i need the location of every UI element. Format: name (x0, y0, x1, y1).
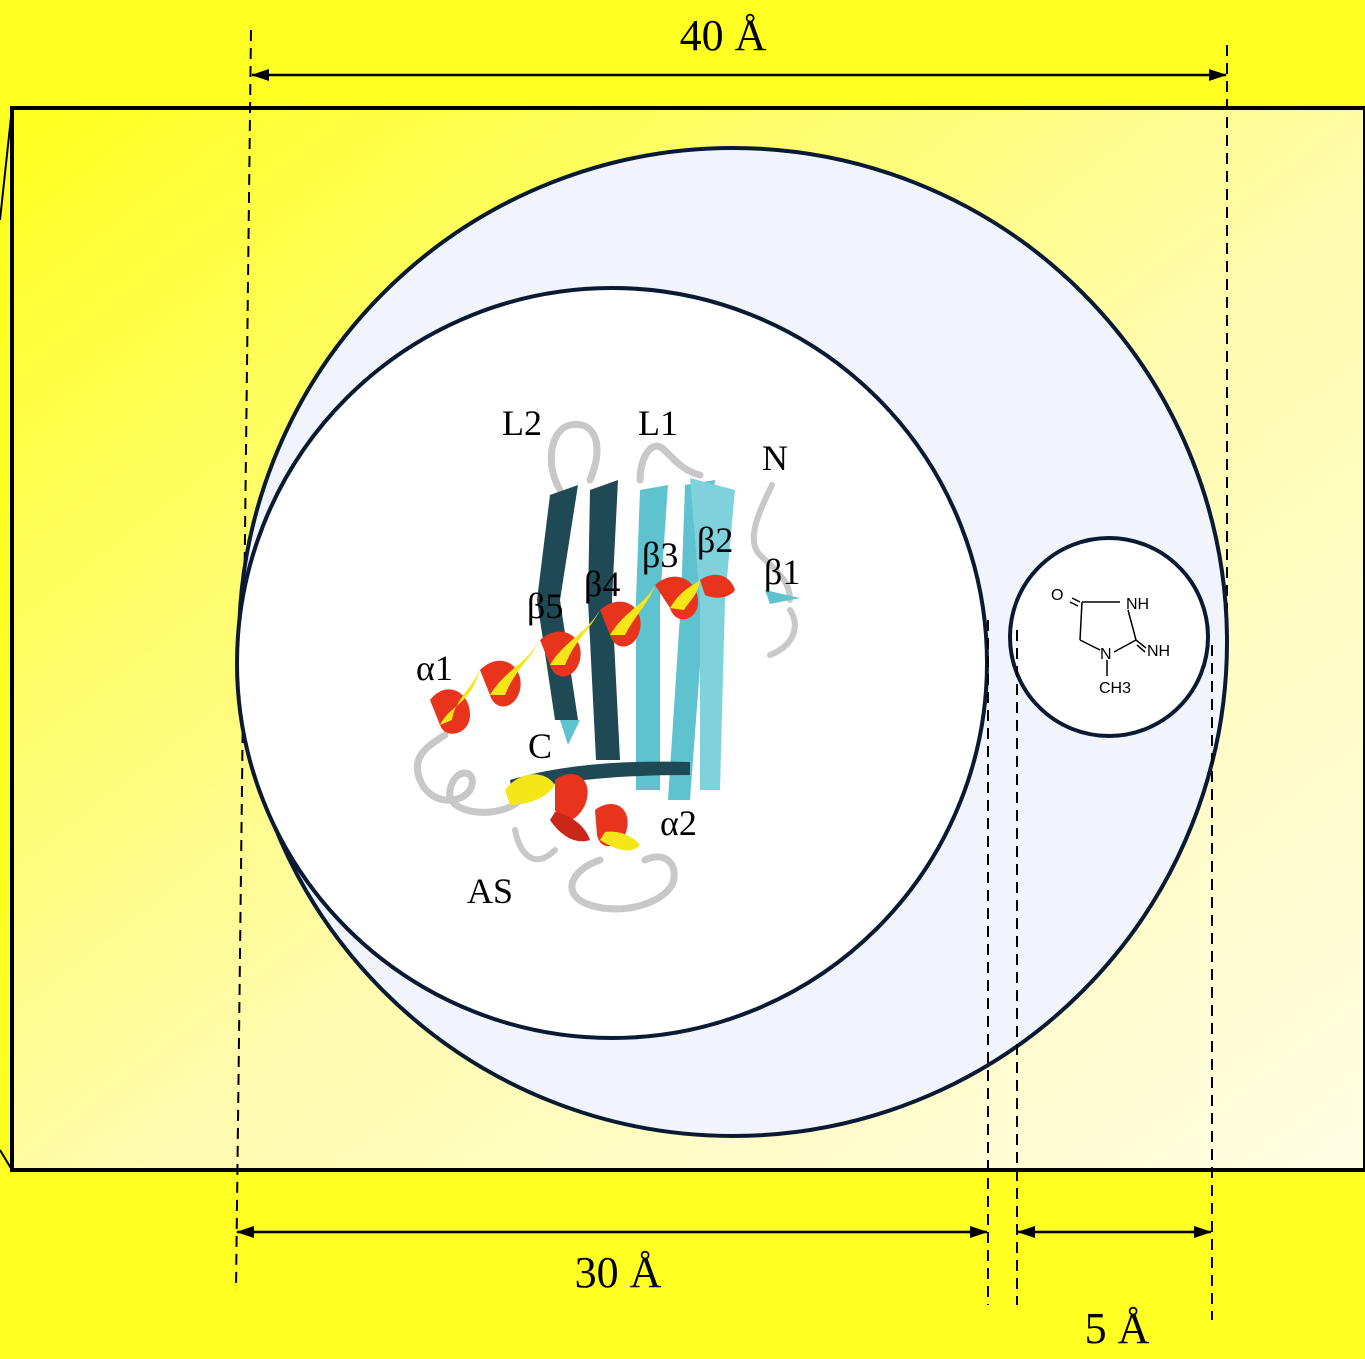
atom-n: N (1100, 646, 1112, 663)
strand-bottom (510, 761, 690, 792)
helix-a1 (430, 574, 735, 734)
helix-a2 (505, 774, 640, 851)
bond-c5-n1 (1079, 639, 1101, 651)
loop-n-terminus (750, 482, 793, 603)
panel-bevel-top (0, 107, 13, 221)
label-b1: β1 (764, 552, 800, 592)
atom-nh-right: NH (1147, 643, 1170, 660)
label-c: C (528, 726, 552, 766)
label-l1: L1 (638, 403, 678, 443)
label-a1: α1 (416, 648, 453, 688)
bond-n3-c2 (1127, 609, 1137, 641)
loop-as (413, 731, 524, 816)
loop-l2 (547, 420, 601, 494)
dimension-label-30: 30 Å (575, 1248, 662, 1297)
label-b2: β2 (697, 520, 733, 560)
label-as: AS (467, 871, 513, 911)
dimension-label-40: 40 Å (680, 11, 767, 60)
strand-b1 (765, 590, 800, 604)
protein-labels: L2 L1 N β2 β3 β4 β5 β1 α1 C α2 AS (416, 403, 800, 911)
dimension-label-5: 5 Å (1085, 1304, 1150, 1353)
label-l2: L2 (502, 403, 542, 443)
label-b4: β4 (584, 564, 620, 604)
label-n: N (762, 438, 788, 478)
bond-c2-nh (1135, 639, 1147, 649)
atom-ch3: CH3 (1099, 680, 1131, 697)
creatinine-structure: O NH NH N CH3 (1051, 587, 1170, 697)
protein-ribbon (413, 420, 800, 913)
bond-n1-c2 (1113, 639, 1137, 653)
molecule-sphere (1008, 536, 1210, 738)
loop-l1 (636, 442, 704, 484)
strand-b3 (636, 485, 668, 790)
bond-c4-c5 (1079, 601, 1083, 641)
label-a2: α2 (660, 803, 697, 843)
strand-c-terminus (560, 720, 580, 745)
strand-b2-edge (690, 478, 735, 790)
atom-nh-top: NH (1126, 596, 1149, 613)
panel-bevel-bottom (0, 1149, 13, 1171)
loop-as-lower (512, 827, 558, 863)
loop-b1 (767, 607, 798, 658)
label-b5: β5 (527, 586, 563, 626)
loop-a2 (568, 853, 678, 913)
atom-o: O (1051, 587, 1063, 604)
label-b3: β3 (642, 535, 678, 575)
